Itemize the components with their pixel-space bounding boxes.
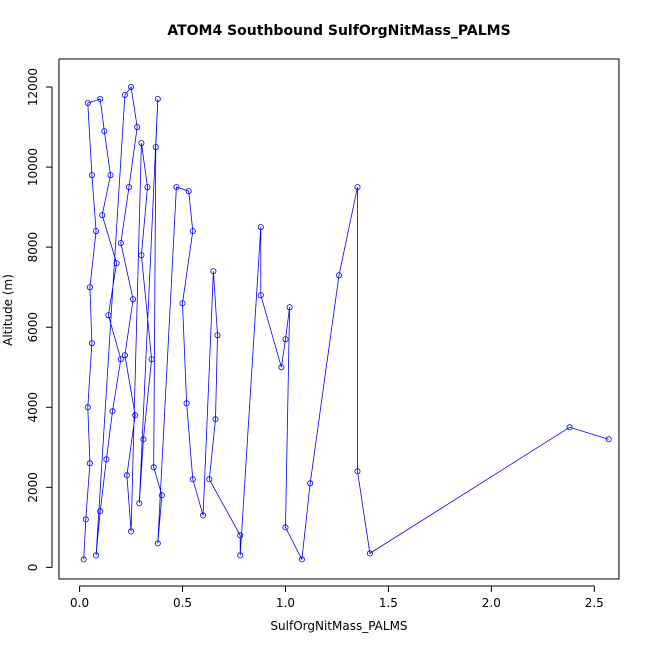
data-point (113, 260, 120, 267)
data-point (212, 416, 219, 423)
data-point (173, 184, 180, 191)
data-point (189, 228, 196, 235)
data-point (144, 184, 151, 191)
data-point (282, 524, 289, 531)
data-point (105, 312, 112, 319)
data-point (307, 480, 314, 487)
data-point (185, 188, 192, 195)
data-point (123, 472, 130, 479)
data-point (88, 172, 95, 179)
data-point (148, 356, 155, 363)
data-point (366, 550, 373, 557)
data-point (154, 96, 161, 103)
data-point (298, 556, 305, 563)
data-point (354, 184, 361, 191)
data-point (128, 84, 135, 91)
data-point (237, 532, 244, 539)
data-point (86, 460, 93, 467)
data-point (103, 456, 110, 463)
data-point (84, 100, 91, 107)
data-point (140, 436, 147, 443)
data-point (278, 364, 285, 371)
data-point (121, 352, 128, 359)
data-point (206, 476, 213, 483)
data-point (109, 408, 116, 415)
data-point (210, 268, 217, 275)
data-point (84, 404, 91, 411)
data-point (88, 340, 95, 347)
x-tick-label: 0.0 (70, 596, 89, 610)
x-axis: 0.0 0.5 1.0 1.5 2.0 2.5 (70, 585, 604, 610)
data-point (130, 296, 137, 303)
plot-area (80, 84, 612, 563)
data-point (335, 272, 342, 279)
x-tick-label: 0.5 (173, 596, 192, 610)
y-tick-label: 6000 (26, 312, 40, 343)
data-point (136, 500, 143, 507)
data-point (97, 96, 104, 103)
x-tick-label: 1.0 (276, 596, 295, 610)
data-point (132, 412, 139, 419)
chart-title: ATOM4 Southbound SulfOrgNitMass_PALMS (167, 23, 510, 39)
y-tick-label: 10000 (26, 148, 40, 186)
data-point (179, 300, 186, 307)
y-axis: 0 2000 4000 6000 8000 10000 12000 (26, 68, 53, 572)
data-point (107, 172, 114, 179)
data-point (183, 400, 190, 407)
data-point (82, 516, 89, 523)
data-point (158, 492, 165, 499)
data-point (200, 512, 207, 519)
data-point (154, 540, 161, 547)
data-point (99, 212, 106, 219)
data-point (354, 468, 361, 475)
data-point (128, 528, 135, 535)
series-line (83, 86, 609, 561)
data-point (152, 144, 159, 151)
data-point (605, 436, 612, 443)
y-tick-label: 0 (26, 564, 40, 572)
data-point (138, 140, 145, 147)
data-point (134, 124, 141, 131)
data-point (93, 552, 100, 559)
data-point (257, 292, 264, 299)
x-axis-title: SulfOrgNitMass_PALMS (270, 619, 407, 633)
data-point (117, 240, 124, 247)
data-point (93, 228, 100, 235)
data-point (80, 556, 87, 563)
data-point (189, 476, 196, 483)
x-tick-label: 1.5 (379, 596, 398, 610)
data-point (257, 224, 264, 231)
data-point (117, 356, 124, 363)
data-point (97, 508, 104, 515)
data-point (138, 252, 145, 259)
y-tick-label: 12000 (26, 68, 40, 106)
x-tick-label: 2.0 (482, 596, 501, 610)
y-tick-label: 2000 (26, 472, 40, 503)
data-point (286, 304, 293, 311)
data-point (214, 332, 221, 339)
data-point (101, 128, 108, 135)
data-point (237, 552, 244, 559)
data-point (566, 424, 573, 431)
data-point (282, 336, 289, 343)
data-point (150, 464, 157, 471)
data-point (86, 284, 93, 291)
y-axis-title: Altitude (m) (1, 274, 15, 346)
y-tick-label: 4000 (26, 392, 40, 423)
data-point (126, 184, 133, 191)
data-point (121, 92, 128, 99)
x-tick-label: 2.5 (585, 596, 604, 610)
plot-frame (58, 58, 620, 580)
y-tick-label: 8000 (26, 232, 40, 263)
